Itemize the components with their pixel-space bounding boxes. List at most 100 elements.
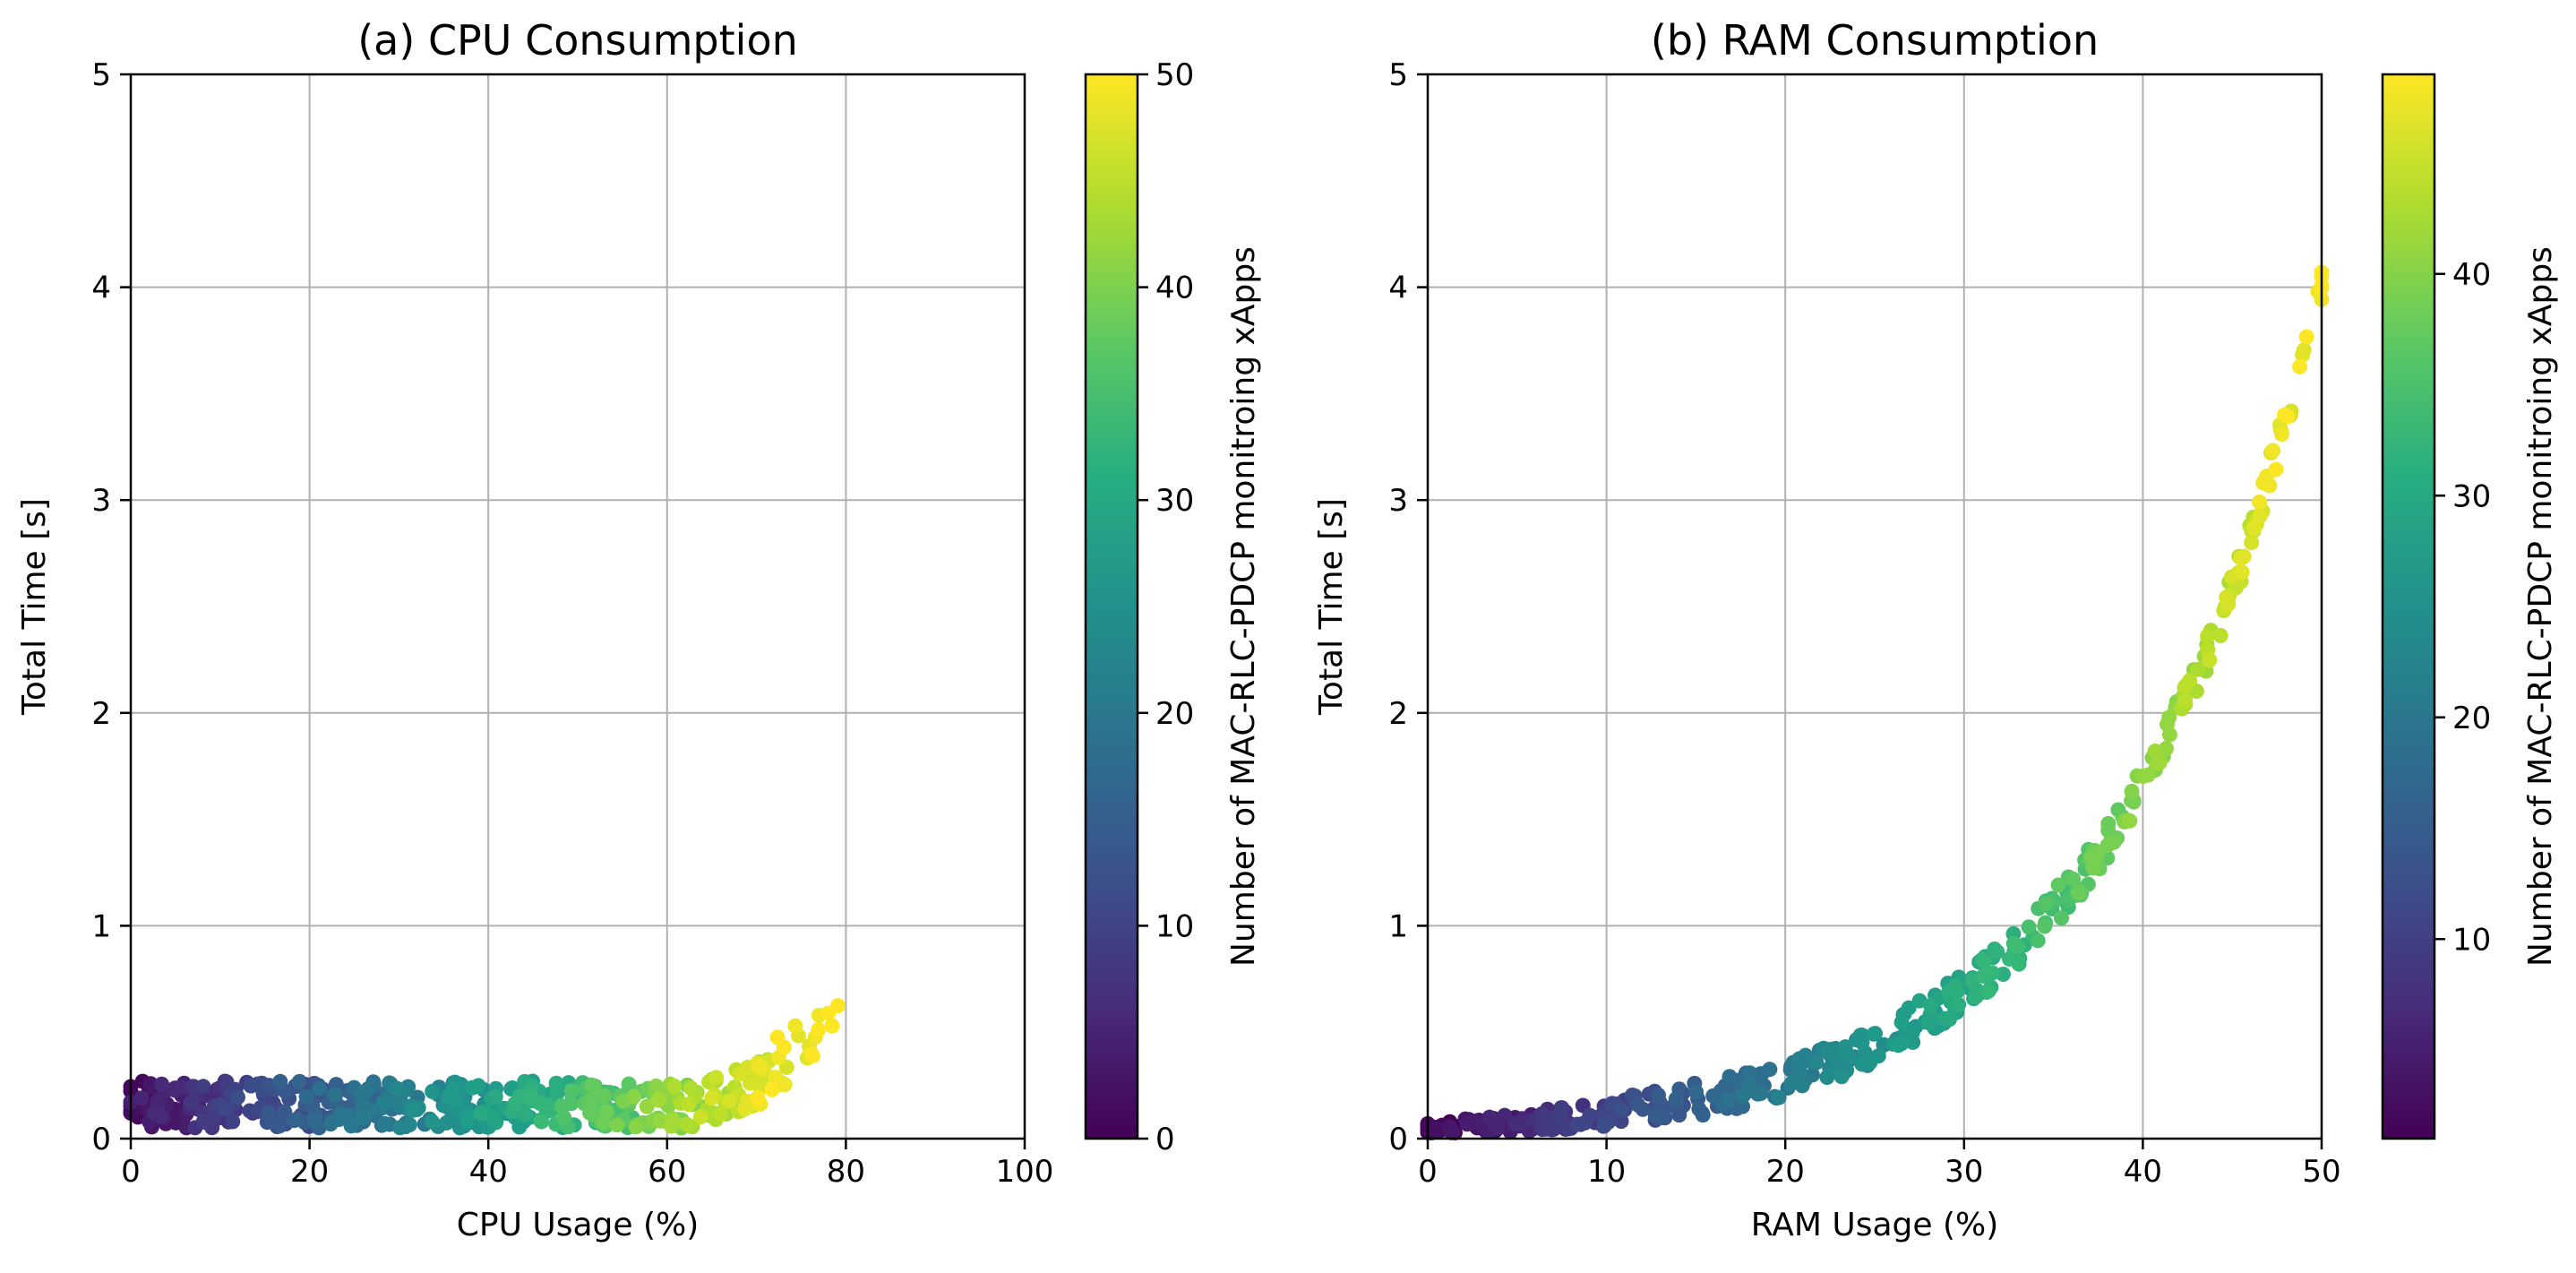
y-tick-label: 2 bbox=[91, 696, 111, 732]
y-tick-label: 1 bbox=[1388, 908, 1408, 944]
scatter-point bbox=[533, 1114, 549, 1130]
scatter-point bbox=[441, 1088, 457, 1105]
ram-scatter-points bbox=[1420, 264, 2330, 1140]
scatter-point bbox=[764, 1081, 780, 1097]
scatter-point bbox=[2161, 727, 2177, 743]
colorbar-tick-label: 20 bbox=[2452, 701, 2491, 736]
scatter-point bbox=[1601, 1114, 1617, 1131]
scatter-point bbox=[1837, 1039, 1853, 1055]
scatter-point bbox=[2292, 358, 2308, 374]
scatter-point bbox=[287, 1113, 303, 1129]
scatter-point bbox=[2037, 918, 2053, 934]
scatter-point bbox=[195, 1079, 211, 1095]
scatter-point bbox=[549, 1086, 565, 1102]
scatter-point bbox=[1533, 1107, 1550, 1123]
scatter-point bbox=[563, 1096, 580, 1112]
scatter-point bbox=[820, 1005, 837, 1021]
y-tick-label: 0 bbox=[1388, 1122, 1408, 1157]
scatter-point bbox=[459, 1113, 476, 1129]
ram-axis-ticks: 0 10 20 30 40 50 0 1 2 3 4 5 bbox=[1388, 57, 2340, 1190]
scatter-point bbox=[586, 1079, 602, 1095]
scatter-point bbox=[2246, 520, 2263, 537]
scatter-point bbox=[207, 1108, 223, 1124]
scatter-point bbox=[666, 1078, 683, 1094]
scatter-point bbox=[473, 1105, 489, 1122]
scatter-point bbox=[2177, 693, 2193, 710]
scatter-point bbox=[1647, 1107, 1663, 1123]
x-tick-label: 30 bbox=[1945, 1154, 1983, 1190]
scatter-point bbox=[518, 1106, 534, 1122]
scatter-point bbox=[583, 1092, 599, 1108]
scatter-point bbox=[665, 1112, 681, 1128]
colorbar-tick-label: 10 bbox=[2452, 922, 2491, 958]
scatter-point bbox=[487, 1088, 503, 1105]
scatter-point bbox=[1989, 943, 2005, 959]
scatter-point bbox=[1650, 1087, 1666, 1103]
colorbar-tick-label: 50 bbox=[1155, 57, 1194, 93]
scatter-point bbox=[1630, 1097, 1646, 1113]
y-tick-label: 3 bbox=[91, 483, 111, 519]
colorbar-tick-label: 40 bbox=[2452, 257, 2491, 293]
scatter-point bbox=[507, 1096, 523, 1112]
scatter-point bbox=[1459, 1116, 1475, 1132]
y-tick-label: 2 bbox=[1388, 696, 1408, 732]
scatter-point bbox=[2265, 443, 2281, 459]
scatter-point bbox=[1507, 1115, 1524, 1131]
cpu-colorbar-label: Number of MAC-RLC-PDCP monitroing xApps bbox=[1225, 246, 1262, 967]
scatter-point bbox=[2140, 767, 2156, 783]
scatter-point bbox=[1794, 1078, 1810, 1094]
scatter-point bbox=[1808, 1054, 1825, 1071]
scatter-point bbox=[184, 1095, 200, 1111]
scatter-point bbox=[1543, 1122, 1559, 1138]
scatter-point bbox=[2252, 494, 2268, 510]
scatter-point bbox=[2234, 564, 2250, 581]
scatter-point bbox=[563, 1082, 580, 1098]
scatter-point bbox=[1901, 1000, 1917, 1016]
scatter-point bbox=[154, 1076, 170, 1092]
scatter-point bbox=[596, 1088, 612, 1104]
scatter-point bbox=[2177, 678, 2194, 694]
y-tick-label: 0 bbox=[91, 1122, 111, 1157]
scatter-point bbox=[2065, 871, 2082, 887]
scatter-point bbox=[1753, 1086, 1769, 1102]
cpu-colorbar-ticks: 0 10 20 30 40 50 bbox=[1138, 57, 1194, 1157]
scatter-point bbox=[2268, 461, 2284, 477]
scatter-point bbox=[628, 1119, 644, 1135]
scatter-point bbox=[1905, 1034, 1921, 1050]
y-tick-label: 4 bbox=[1388, 271, 1408, 306]
x-tick-label: 20 bbox=[290, 1154, 329, 1190]
scatter-point bbox=[596, 1115, 612, 1131]
scatter-point bbox=[1866, 1026, 1882, 1042]
scatter-point bbox=[2010, 938, 2026, 954]
scatter-point bbox=[1481, 1109, 1498, 1125]
scatter-point bbox=[323, 1114, 339, 1130]
scatter-point bbox=[392, 1120, 408, 1136]
colorbar-tick-label: 30 bbox=[2452, 478, 2491, 514]
colorbar-tick-label: 0 bbox=[1155, 1122, 1175, 1157]
scatter-point bbox=[626, 1088, 642, 1105]
y-tick-label: 5 bbox=[1388, 57, 1408, 93]
scatter-point bbox=[2149, 756, 2165, 772]
x-tick-label: 80 bbox=[827, 1154, 865, 1190]
scatter-point bbox=[2190, 661, 2206, 677]
scatter-point bbox=[1833, 1069, 1850, 1085]
scatter-point bbox=[2100, 815, 2117, 831]
cpu-axis-ticks: 0 20 40 60 80 100 0 1 2 3 4 5 bbox=[91, 57, 1053, 1190]
scatter-point bbox=[556, 1109, 572, 1125]
scatter-point bbox=[582, 1105, 598, 1121]
scatter-point bbox=[2001, 951, 2017, 968]
scatter-point bbox=[1893, 1014, 1910, 1030]
y-tick-label: 5 bbox=[91, 57, 111, 93]
scatter-point bbox=[732, 1066, 748, 1082]
scatter-point bbox=[787, 1018, 803, 1034]
scatter-point bbox=[328, 1087, 344, 1103]
cpu-colorbar-frame bbox=[1084, 73, 1139, 1140]
scatter-point bbox=[1741, 1079, 1757, 1095]
scatter-point bbox=[1721, 1092, 1737, 1108]
scatter-point bbox=[1445, 1123, 1461, 1140]
scatter-point bbox=[681, 1097, 697, 1113]
scatter-point bbox=[1980, 983, 1996, 999]
x-tick-label: 40 bbox=[469, 1154, 508, 1190]
